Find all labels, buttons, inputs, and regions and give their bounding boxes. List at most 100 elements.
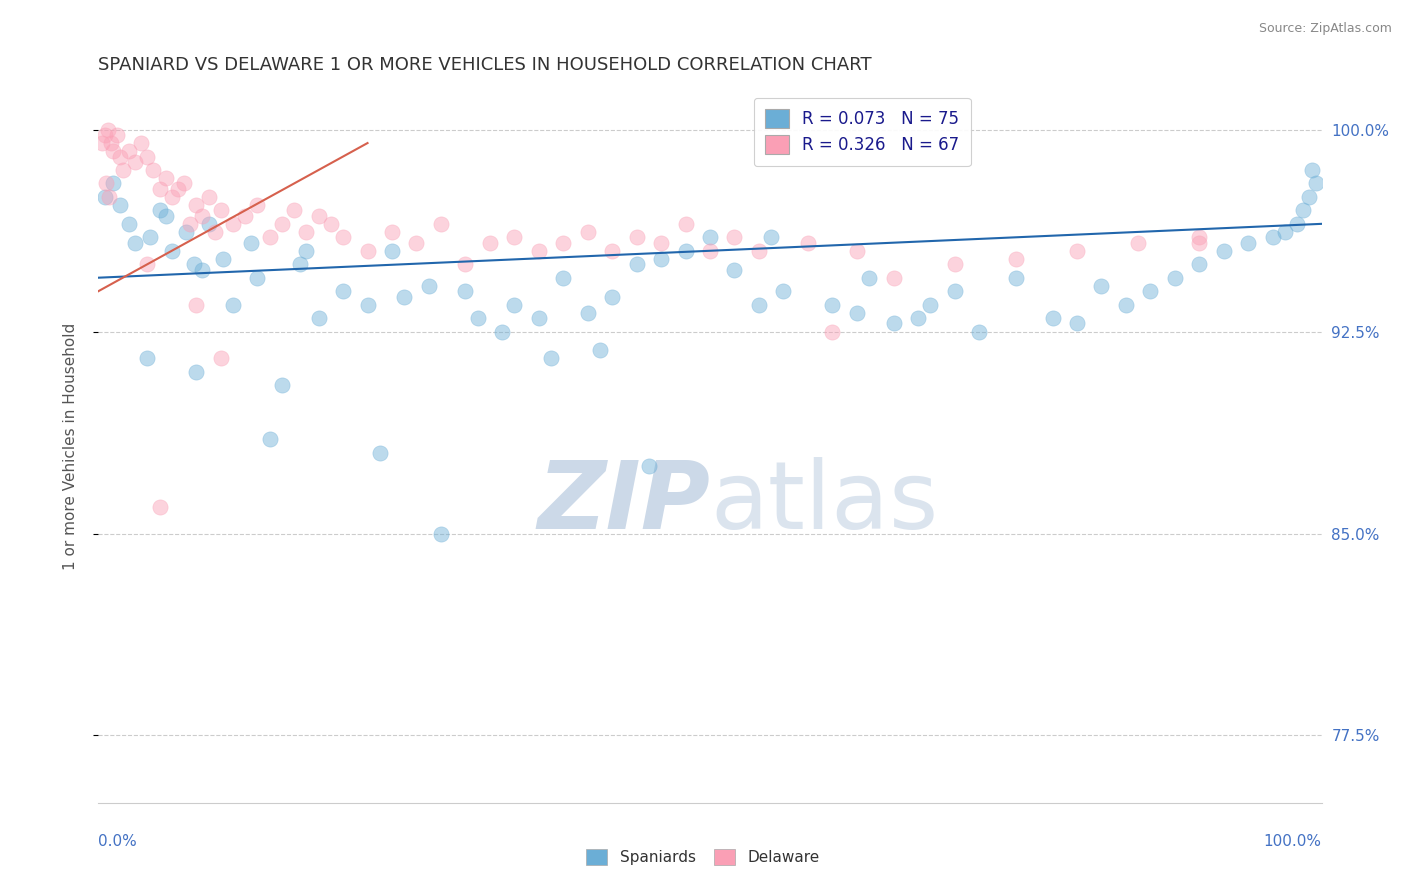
- Point: [553, 270, 575, 285]
- Point: [1292, 203, 1315, 218]
- Point: [197, 217, 219, 231]
- Point: [1237, 235, 1260, 250]
- Point: [270, 378, 294, 392]
- Point: [259, 230, 281, 244]
- Point: [675, 217, 697, 231]
- Point: [1286, 217, 1309, 231]
- Point: [638, 459, 661, 474]
- Point: [405, 235, 427, 250]
- Point: [308, 311, 330, 326]
- Point: [503, 298, 526, 312]
- Point: [467, 311, 489, 326]
- Point: [381, 225, 404, 239]
- Text: Source: ZipAtlas.com: Source: ZipAtlas.com: [1258, 22, 1392, 36]
- Point: [222, 217, 245, 231]
- Point: [1188, 257, 1211, 271]
- Point: [883, 270, 905, 285]
- Point: [173, 177, 195, 191]
- Point: [883, 317, 905, 331]
- Point: [308, 209, 330, 223]
- Point: [454, 257, 477, 271]
- Point: [186, 298, 208, 312]
- Point: [600, 244, 623, 258]
- Point: [723, 262, 745, 277]
- Point: [124, 155, 146, 169]
- Point: [845, 244, 868, 258]
- Point: [91, 136, 114, 150]
- Point: [943, 257, 966, 271]
- Point: [589, 343, 612, 358]
- Point: [155, 171, 177, 186]
- Point: [821, 325, 844, 339]
- Y-axis label: 1 or more Vehicles in Household: 1 or more Vehicles in Household: [63, 322, 77, 570]
- Point: [1066, 317, 1088, 331]
- Point: [1274, 225, 1296, 239]
- Point: [118, 217, 141, 231]
- Point: [430, 217, 453, 231]
- Point: [110, 149, 132, 163]
- Point: [576, 225, 599, 239]
- Point: [204, 225, 226, 239]
- Point: [160, 244, 183, 258]
- Point: [186, 198, 208, 212]
- Point: [1261, 230, 1284, 244]
- Point: [290, 257, 312, 271]
- Point: [105, 128, 128, 142]
- Point: [209, 203, 232, 218]
- Point: [246, 270, 269, 285]
- Point: [748, 298, 770, 312]
- Point: [761, 230, 783, 244]
- Point: [576, 306, 599, 320]
- Point: [186, 365, 208, 379]
- Point: [124, 235, 146, 250]
- Point: [136, 257, 159, 271]
- Point: [319, 217, 342, 231]
- Point: [723, 230, 745, 244]
- Point: [191, 262, 214, 277]
- Point: [967, 325, 990, 339]
- Point: [136, 149, 159, 163]
- Point: [101, 177, 124, 191]
- Point: [907, 311, 929, 326]
- Point: [212, 252, 235, 266]
- Point: [283, 203, 305, 218]
- Point: [1004, 270, 1026, 285]
- Point: [454, 284, 477, 298]
- Point: [270, 217, 294, 231]
- Text: 100.0%: 100.0%: [1264, 834, 1322, 849]
- Point: [392, 289, 416, 303]
- Text: ZIP: ZIP: [537, 457, 710, 549]
- Point: [772, 284, 794, 298]
- Point: [183, 257, 205, 271]
- Legend: R = 0.073   N = 75, R = 0.326   N = 67: R = 0.073 N = 75, R = 0.326 N = 67: [754, 97, 970, 166]
- Point: [129, 136, 152, 150]
- Point: [1305, 177, 1327, 191]
- Point: [381, 244, 404, 258]
- Point: [142, 163, 165, 178]
- Point: [1212, 244, 1234, 258]
- Point: [503, 230, 526, 244]
- Point: [675, 244, 697, 258]
- Point: [600, 289, 623, 303]
- Point: [167, 182, 190, 196]
- Point: [93, 190, 115, 204]
- Point: [110, 198, 132, 212]
- Point: [356, 298, 378, 312]
- Point: [98, 190, 121, 204]
- Point: [179, 217, 201, 231]
- Point: [858, 270, 880, 285]
- Point: [527, 311, 550, 326]
- Point: [1128, 235, 1150, 250]
- Point: [748, 244, 770, 258]
- Point: [1188, 230, 1211, 244]
- Point: [1301, 163, 1323, 178]
- Point: [295, 244, 318, 258]
- Point: [430, 526, 453, 541]
- Point: [94, 177, 117, 191]
- Point: [920, 298, 942, 312]
- Point: [553, 235, 575, 250]
- Point: [527, 244, 550, 258]
- Point: [222, 298, 245, 312]
- Point: [478, 235, 501, 250]
- Point: [295, 225, 318, 239]
